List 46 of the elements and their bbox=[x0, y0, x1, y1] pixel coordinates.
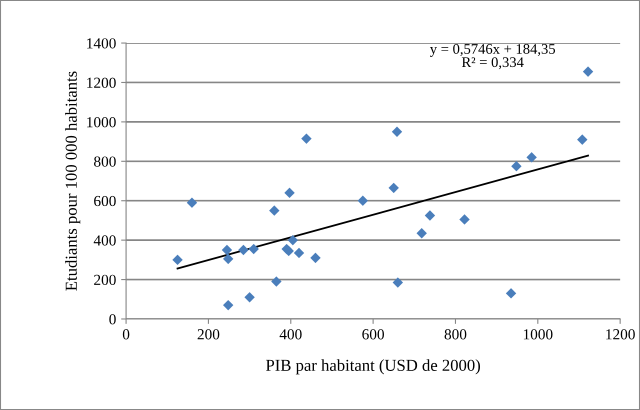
point bbox=[269, 205, 280, 216]
point bbox=[358, 196, 368, 206]
point bbox=[310, 252, 321, 264]
point bbox=[577, 134, 588, 145]
y-tick-label: 400 bbox=[94, 235, 116, 246]
point bbox=[271, 276, 282, 287]
annotation: y = 0,5746x + 184,35 R² = 0,334 bbox=[430, 44, 556, 70]
point bbox=[284, 188, 295, 198]
x-tick-label: 1000 bbox=[524, 329, 553, 340]
point bbox=[288, 234, 298, 246]
point bbox=[582, 66, 594, 77]
y-tick-label: 0 bbox=[109, 314, 116, 324]
x-axis-title: PIB par habitant (USD de 2000) bbox=[266, 359, 480, 374]
y-tick-label: 1200 bbox=[87, 78, 116, 88]
point bbox=[244, 292, 255, 302]
point bbox=[506, 288, 516, 299]
point bbox=[424, 210, 436, 221]
x-tick-label: 800 bbox=[444, 329, 466, 340]
x-tick-label: 400 bbox=[280, 329, 302, 340]
point bbox=[172, 254, 183, 266]
y-tick-label: 800 bbox=[94, 156, 116, 167]
point bbox=[526, 152, 537, 163]
x-tick-label: 0 bbox=[122, 329, 130, 340]
x-tick-label: 1200 bbox=[606, 329, 635, 340]
y-tick-label: 1400 bbox=[87, 38, 116, 48]
point bbox=[186, 198, 198, 208]
point bbox=[238, 244, 249, 256]
point bbox=[222, 244, 232, 256]
point bbox=[511, 161, 522, 172]
point bbox=[222, 300, 234, 310]
point bbox=[392, 277, 404, 288]
point bbox=[416, 228, 427, 238]
point bbox=[222, 254, 234, 264]
x-tick-label: 200 bbox=[198, 329, 220, 340]
y-tick-label: 200 bbox=[94, 274, 116, 286]
point bbox=[301, 133, 312, 144]
point bbox=[248, 244, 259, 254]
point bbox=[284, 246, 294, 256]
point bbox=[459, 214, 470, 225]
point bbox=[294, 248, 304, 258]
point bbox=[392, 126, 402, 137]
point bbox=[388, 182, 399, 194]
x-tick-label: 600 bbox=[362, 329, 384, 340]
y-tick-label: 600 bbox=[94, 196, 116, 206]
y-tick-label: 1000 bbox=[87, 117, 116, 128]
y-axis-title: Etudiants pour 100 000 habitants bbox=[65, 71, 80, 291]
